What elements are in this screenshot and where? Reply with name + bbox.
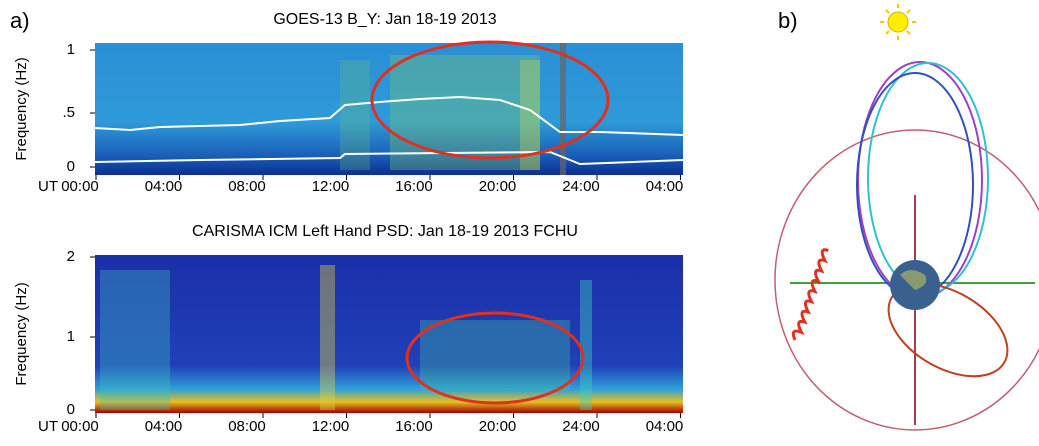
x-tick-label: 00:00 xyxy=(61,418,99,435)
x-tick-label: 24:00 xyxy=(562,178,600,195)
trace xyxy=(94,150,684,166)
y-tick-label: 0 xyxy=(67,158,75,175)
x-tick-label: 08:00 xyxy=(228,178,266,195)
x-tick-label: 04:00 xyxy=(145,178,183,195)
x-tick-label: 00:00 xyxy=(61,178,99,195)
highlight xyxy=(370,40,610,160)
y-axis-label: Frequency (Hz) xyxy=(13,282,30,385)
spectrogram xyxy=(95,255,683,413)
plot-title: CARISMA ICM Left Hand PSD: Jan 18-19 201… xyxy=(192,223,578,240)
sun-rays xyxy=(880,4,916,40)
y-tick-label: 0 xyxy=(67,401,75,418)
y-tick-label: 1 xyxy=(67,328,75,345)
x-tick-label: 16:00 xyxy=(395,178,433,195)
wave xyxy=(791,248,829,341)
spectrogram xyxy=(95,43,683,175)
highlight xyxy=(405,311,585,405)
x-tick-label: 04:00 xyxy=(145,418,183,435)
y-tick-label: .5 xyxy=(62,104,75,121)
spectrogram-features xyxy=(340,43,566,175)
plot-title: GOES-13 B_Y: Jan 18-19 2013 xyxy=(273,11,496,28)
y-tick-label: 1 xyxy=(67,41,75,58)
trace xyxy=(94,95,684,136)
x-tick-label: 12:00 xyxy=(312,178,350,195)
x-tick-label: 20:00 xyxy=(479,178,517,195)
x-tick-label: 16:00 xyxy=(395,418,433,435)
earth-land xyxy=(900,270,927,290)
x-tick-label: 04:00 xyxy=(646,418,684,435)
x-tick-label: 24:00 xyxy=(562,418,600,435)
sun xyxy=(887,11,909,33)
x-axis-prefix: UT xyxy=(38,418,58,435)
x-tick-label: 20:00 xyxy=(479,418,517,435)
x-tick-label: 12:00 xyxy=(312,418,350,435)
panel-label: b) xyxy=(778,8,798,33)
x-axis-prefix: UT xyxy=(38,178,58,195)
x-tick-label: 04:00 xyxy=(646,178,684,195)
orbit xyxy=(887,282,1009,378)
spectrogram-features xyxy=(100,265,592,410)
orbit xyxy=(867,62,989,294)
panel-label: a) xyxy=(10,8,30,33)
x-tick-label: 08:00 xyxy=(228,418,266,435)
y-tick-label: 2 xyxy=(67,248,75,265)
orbit xyxy=(774,129,1039,431)
y-axis-label: Frequency (Hz) xyxy=(13,57,30,160)
